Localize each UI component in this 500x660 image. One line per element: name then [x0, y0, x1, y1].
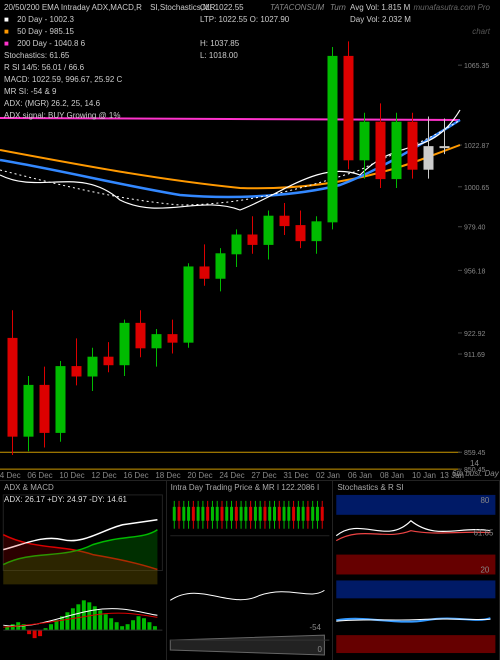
rsi-label: R SI 14/5: 56.01 / 66.6: [4, 63, 84, 72]
svg-text:1022.87: 1022.87: [464, 143, 489, 150]
svg-text:27 Dec: 27 Dec: [251, 471, 276, 480]
svg-text:911.69: 911.69: [464, 352, 485, 359]
svg-text:979.40: 979.40: [464, 225, 486, 232]
svg-text:20 Dec: 20 Dec: [187, 471, 212, 480]
svg-text:06 Dec: 06 Dec: [27, 471, 52, 480]
ema20-label: 20 Day - 1002.3: [17, 15, 74, 24]
svg-text:922.92: 922.92: [464, 331, 486, 338]
hdr-ltp: LTP: 1022.55 O: 1027.90: [200, 14, 289, 26]
svg-text:24 Dec: 24 Dec: [219, 471, 244, 480]
svg-text:16 Dec: 16 Dec: [123, 471, 148, 480]
svg-text:20: 20: [481, 565, 490, 574]
svg-text:-54: -54: [309, 623, 321, 632]
stoch-label: Stochastics: 61.65: [4, 51, 69, 60]
svg-text:859.45: 859.45: [464, 450, 486, 457]
svg-text:31 Dec: 31 Dec: [283, 471, 308, 480]
svg-text:956.18: 956.18: [464, 268, 486, 275]
svg-text:02 Jan: 02 Jan: [316, 471, 340, 480]
watermark: munafasutra.com Pro: [414, 2, 490, 14]
hdr-h: H: 1037.85: [200, 38, 239, 50]
intraday-panel[interactable]: Intra Day Trading Price & MR I 122.2086 …: [167, 480, 334, 660]
svg-text:18 Dec: 18 Dec: [155, 471, 180, 480]
svg-text:61.65: 61.65: [474, 529, 494, 538]
svg-text:12 Dec: 12 Dec: [91, 471, 116, 480]
svg-text:1000.65: 1000.65: [464, 185, 489, 192]
hdr-turn: Turn: [330, 2, 346, 14]
svg-text:10 Jan: 10 Jan: [412, 471, 436, 480]
hdr-avgvol: Avg Vol: 1.815 M: [350, 2, 410, 14]
ema50-label: 50 Day - 985.15: [17, 27, 74, 36]
svg-text:06 Jan: 06 Jan: [348, 471, 372, 480]
ema200-label: 200 Day - 1040.8 6: [17, 39, 85, 48]
hdr-symbol: TATACONSUM: [270, 2, 324, 14]
stoch-rsi-panel[interactable]: Stochastics & R SI 80 61.65 20: [333, 480, 500, 660]
sub3-title: Stochastics & R SI: [337, 483, 403, 492]
adx-signal: ADX signal: BUY Growing @ 1%: [4, 111, 120, 120]
svg-text:04 Dec: 04 Dec: [0, 471, 21, 480]
sub1-title: ADX & MACD: [4, 483, 54, 492]
sub1-label: ADX: 26.17 +DY: 24.97 -DY: 14.61: [4, 495, 127, 504]
chart-header: 20/50/200 EMA Intraday ADX,MACD,R SI,Sto…: [0, 0, 500, 124]
indicator-row: ADX & MACD ADX: 26.17 +DY: 24.97 -DY: 14…: [0, 480, 500, 660]
svg-text:0: 0: [317, 645, 322, 654]
hdr-indicators: 20/50/200 EMA Intraday ADX,MACD,R: [4, 3, 142, 12]
adx-label: ADX: (MGR) 26.2, 25, 14.6: [4, 99, 100, 108]
macd-label: MACD: 1022.59, 996.67, 25.92 C: [4, 75, 122, 84]
hdr-l: L: 1018.00: [200, 50, 238, 62]
mr-label: MR SI: -54 & 9: [4, 87, 56, 96]
hdr-dayvol: Day Vol: 2.032 M: [350, 14, 411, 26]
sub2-title: Intra Day Trading Price & MR I 122.2086 …: [171, 483, 320, 492]
svg-text:10 Dec: 10 Dec: [59, 471, 84, 480]
svg-text:6th busi. Day: 6th busi. Day: [452, 469, 500, 478]
svg-text:08 Jan: 08 Jan: [380, 471, 404, 480]
chart-hint: chart: [472, 26, 490, 38]
hdr-cl: CL: 1022.55: [200, 2, 244, 14]
adx-macd-panel[interactable]: ADX & MACD ADX: 26.17 +DY: 24.97 -DY: 14…: [0, 480, 167, 660]
svg-text:80: 80: [481, 496, 490, 505]
svg-text:14: 14: [470, 459, 479, 468]
